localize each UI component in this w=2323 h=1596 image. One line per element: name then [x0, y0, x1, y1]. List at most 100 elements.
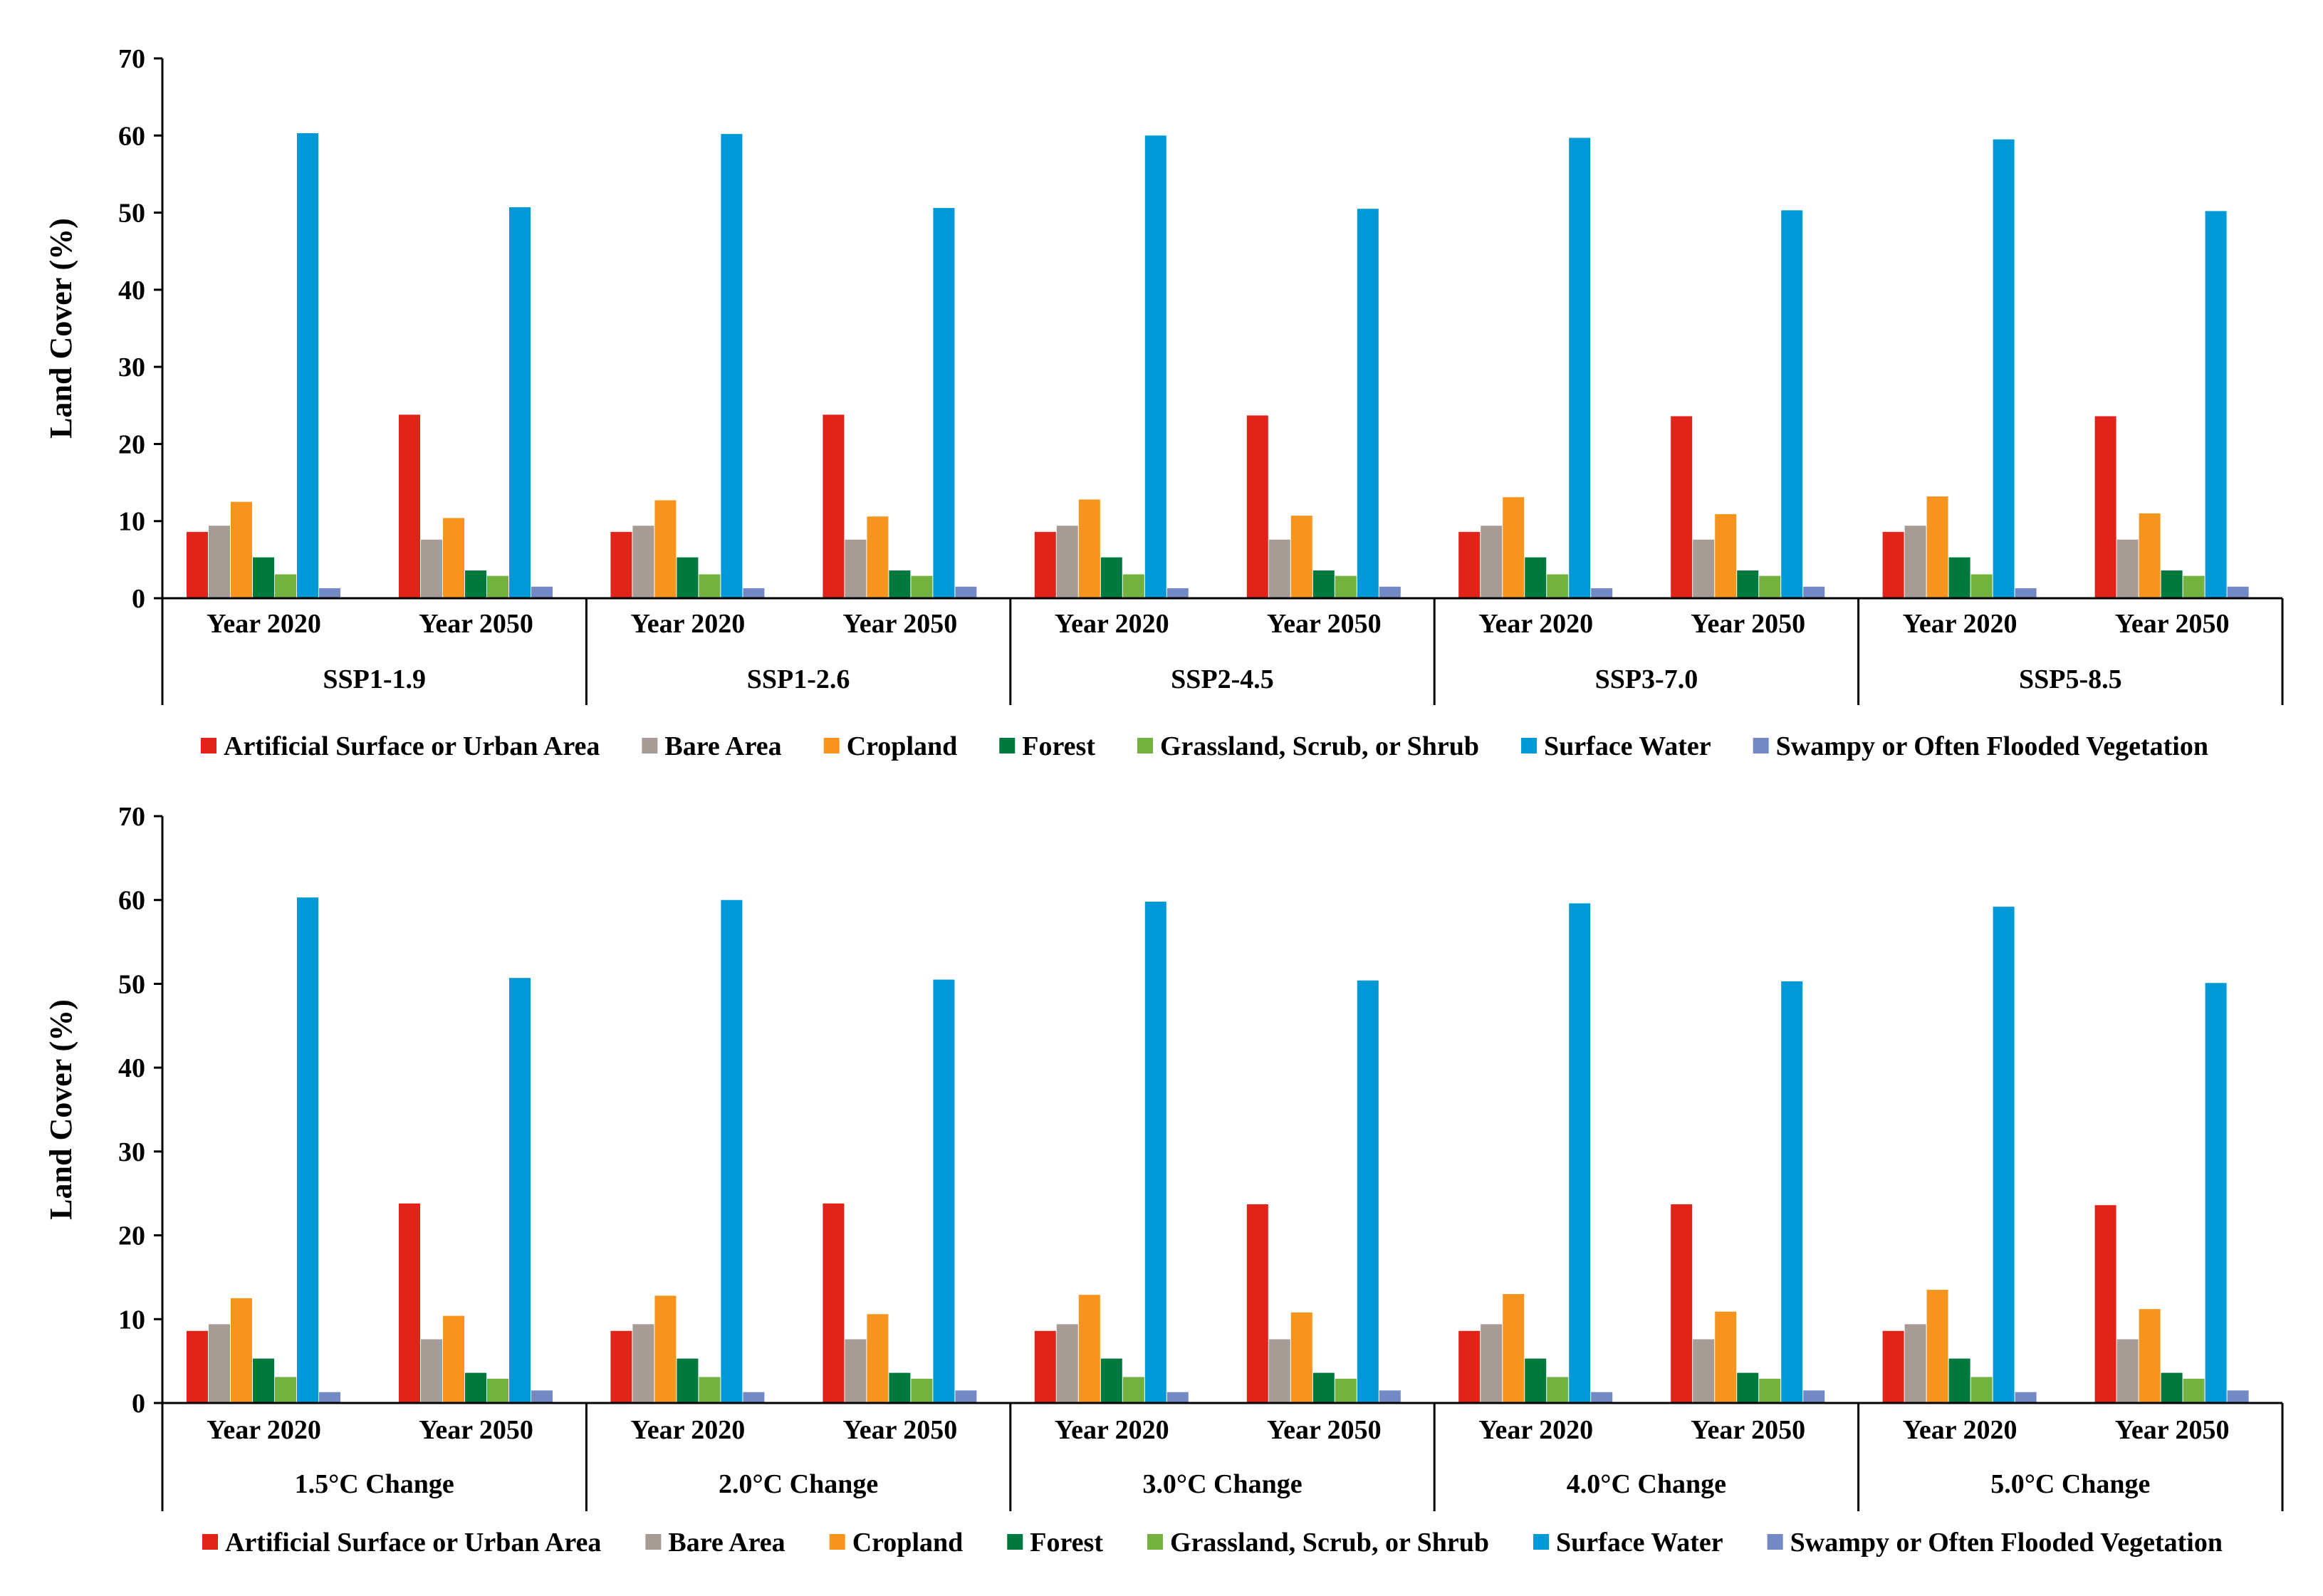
legend-label: Grassland, Scrub, or Shrub [1170, 1528, 1489, 1558]
bar-grassland [1547, 574, 1569, 598]
y-tick-label: 10 [118, 1305, 145, 1335]
chart-panel-2: Land Cover (%) 0 10 20 30 40 50 60 70 Year 2020 Ye… [43, 802, 2284, 1558]
bar-artificial [1034, 1330, 1056, 1403]
bar-grassland [1970, 1377, 1993, 1403]
category-label: Year 2020 [1478, 609, 1593, 639]
legend-swatch-bare [645, 1534, 662, 1550]
category-label: Year 2050 [1691, 1415, 1805, 1445]
legend-label: Swampy or Often Flooded Vegetation [1776, 731, 2208, 761]
bar-water [933, 208, 955, 598]
bar-forest [253, 557, 274, 598]
bar-forest [1312, 1372, 1335, 1403]
category-label: Year 2050 [419, 1415, 533, 1445]
legend-swatch-bare [642, 738, 658, 753]
bar-bare [632, 1324, 654, 1403]
bar-cropland [2139, 1309, 2161, 1403]
bar-forest [1948, 557, 1970, 598]
bar-forest [1525, 1358, 1547, 1403]
bar-swampy [2227, 586, 2249, 598]
legend-swatch-water [1521, 738, 1538, 753]
bar-forest [1948, 1358, 1970, 1403]
legend-item-bare: Bare Area [645, 1528, 785, 1558]
bar-forest [465, 570, 486, 598]
legend-swatch-cropland [823, 738, 840, 753]
bar-bare [209, 526, 230, 598]
bar-swampy [2227, 1390, 2249, 1403]
bar-grassland [1970, 574, 1993, 598]
legend-swatch-grassland [1147, 1534, 1163, 1550]
y-tick-label: 30 [118, 353, 145, 382]
category-label: Year 2050 [2115, 609, 2230, 639]
category-label: Year 2050 [2115, 1415, 2230, 1445]
bar-bare [2116, 1339, 2139, 1403]
bar-swampy [1379, 586, 1401, 598]
scenario-label: 1.5°C Change [295, 1469, 454, 1499]
legend-label: Grassland, Scrub, or Shrub [1160, 731, 1479, 761]
legend-item-bare: Bare Area [642, 731, 782, 761]
bar-grassland [699, 1377, 721, 1403]
category-label: Year 2020 [1478, 1415, 1593, 1445]
legend-swatch-swampy [1767, 1534, 1783, 1550]
bar-cropland [1715, 513, 1737, 598]
bar-cropland [1503, 1293, 1525, 1403]
bar-artificial [2094, 1205, 2116, 1403]
category-label: Year 2020 [631, 609, 746, 639]
bar-water [1781, 981, 1803, 1403]
bar-water [1993, 139, 2015, 598]
bar-cropland [654, 1295, 677, 1403]
y-tick-label: 60 [118, 121, 145, 151]
scenario-label: SSP1-2.6 [747, 664, 850, 694]
y-tick-label: 20 [118, 429, 145, 459]
bar-forest [1312, 570, 1335, 598]
bar-bare [421, 1339, 442, 1403]
bar-bare [421, 539, 442, 598]
bar-cropland [443, 1315, 464, 1403]
bar-swampy [1803, 586, 1825, 598]
legend-item-swampy: Swampy or Often Flooded Vegetation [1753, 731, 2208, 761]
bar-grassland [275, 574, 296, 598]
legend-item-grassland: Grassland, Scrub, or Shrub [1147, 1528, 1489, 1558]
bar-water [1569, 903, 1591, 1403]
bar-bare [1056, 1324, 1078, 1403]
bar-forest [2161, 570, 2183, 598]
bar-swampy [955, 1390, 977, 1403]
bar-water [1781, 210, 1803, 598]
bar-cropland [2139, 513, 2161, 598]
bar-artificial [1671, 416, 1693, 598]
legend-item-forest: Forest [999, 731, 1095, 761]
bar-swampy [531, 586, 553, 598]
category-label: Year 2020 [1055, 1415, 1169, 1445]
bar-cropland [231, 501, 252, 598]
bar-cropland [867, 516, 889, 598]
legend-item-artificial: Artificial Surface or Urban Area [201, 731, 600, 761]
category-label: Year 2050 [843, 609, 958, 639]
y-tick-label: 40 [118, 276, 145, 306]
legend-item-forest: Forest [1007, 1528, 1103, 1558]
bar-cropland [443, 518, 464, 598]
legend-swatch-water [1533, 1534, 1550, 1550]
bar-artificial [610, 1330, 632, 1403]
category-label: Year 2020 [1903, 609, 2017, 639]
bar-grassland [2183, 1378, 2205, 1403]
bar-swampy [1803, 1390, 1825, 1403]
legend-label: Artificial Surface or Urban Area [225, 1528, 601, 1558]
bar-cropland [1926, 496, 1948, 598]
legend-swatch-forest [999, 738, 1016, 753]
bar-artificial [610, 531, 632, 598]
y-tick-label: 0 [132, 1389, 145, 1419]
scenario-label: 4.0°C Change [1567, 1469, 1726, 1499]
y-tick-label: 60 [118, 886, 145, 916]
bar-water [933, 979, 955, 1403]
bar-bare [632, 526, 654, 598]
bar-water [721, 899, 743, 1403]
legend-label: Forest [1030, 1528, 1103, 1558]
category-label: Year 2020 [631, 1415, 746, 1445]
bar-water [1144, 135, 1166, 599]
bar-water [1569, 137, 1591, 598]
legend-swatch-cropland [829, 1534, 845, 1550]
bar-artificial [1246, 415, 1268, 598]
legend-label: Bare Area [664, 731, 781, 761]
y-tick-label: 70 [118, 44, 145, 74]
bar-artificial [187, 1330, 208, 1403]
bar-cropland [1290, 516, 1312, 598]
